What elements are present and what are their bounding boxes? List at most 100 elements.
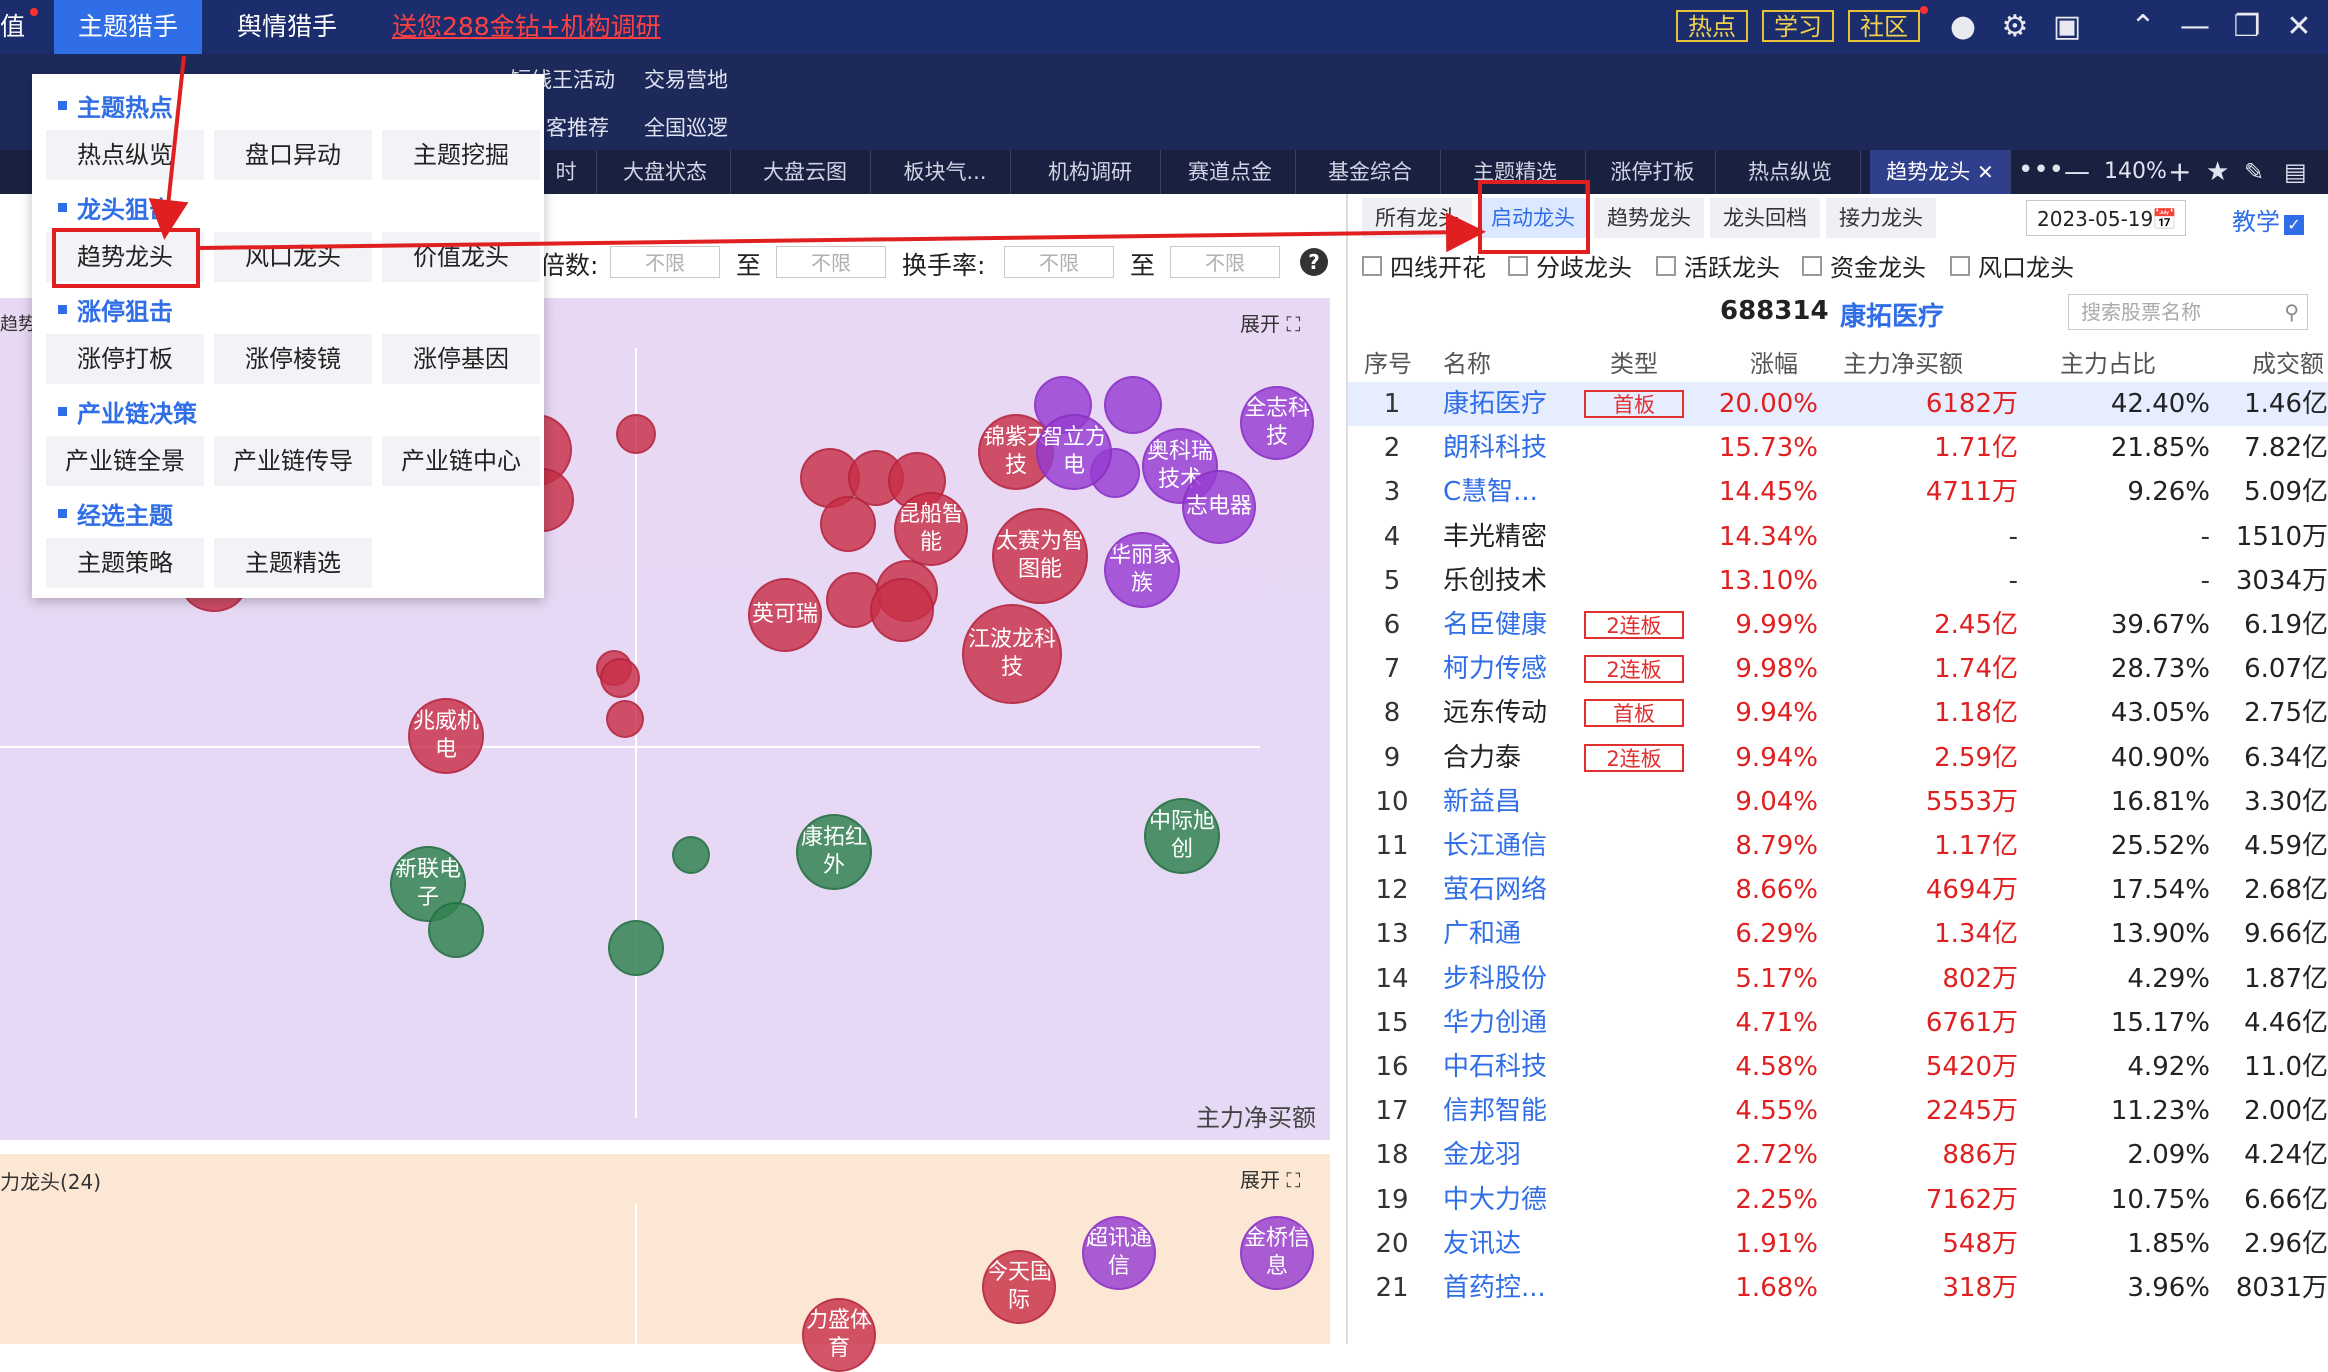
turnover-max-input[interactable]: 不限 xyxy=(1170,246,1280,278)
right-tab-relay[interactable]: 接力龙头 xyxy=(1826,198,1936,238)
edit-icon[interactable]: ✎ xyxy=(2244,158,2265,186)
table-row[interactable]: 9 合力泰 2连板 9.94% 2.59亿 40.90% 6.34亿 xyxy=(1348,736,2328,780)
page-tab-2[interactable]: 大盘云图 xyxy=(740,150,871,194)
table-row[interactable]: 13 广和通 6.29% 1.34亿 13.90% 9.66亿 xyxy=(1348,912,2328,956)
dropdown-item-hotspot[interactable]: 热点纵览 xyxy=(46,130,204,180)
header-seq[interactable]: 序号 xyxy=(1364,350,1412,378)
tab-partial[interactable]: 值 xyxy=(0,0,38,54)
bubble-label-4[interactable]: 昆船智能 xyxy=(894,492,968,566)
table-row[interactable]: 8 远东传动 首板 9.94% 1.18亿 43.05% 2.75亿 xyxy=(1348,691,2328,735)
table-row[interactable]: 17 信邦智能 4.55% 2245万 11.23% 2.00亿 xyxy=(1348,1089,2328,1133)
table-row[interactable]: 10 新益昌 9.04% 5553万 16.81% 3.30亿 xyxy=(1348,780,2328,824)
tab-sentiment-hunter[interactable]: 舆情猎手 xyxy=(236,12,337,41)
bubble[interactable] xyxy=(616,414,656,454)
zoom-in-icon[interactable]: + xyxy=(2168,155,2192,188)
bubble-label-5[interactable]: 太赛为智图能 xyxy=(992,508,1088,604)
bubble[interactable] xyxy=(672,836,710,874)
page-tab-4[interactable]: 机构调研 xyxy=(1020,150,1161,194)
dropdown-item-trend-leader[interactable]: 趋势龙头 xyxy=(46,232,204,282)
bubble2-label-2[interactable]: 今天国际 xyxy=(982,1250,1056,1324)
layout-icon[interactable]: ▤ xyxy=(2284,158,2307,186)
page-tab-10[interactable]: 趋势龙头 ✕ xyxy=(1870,150,2011,194)
menu-item-patrol[interactable]: 全国巡逻 xyxy=(644,116,728,140)
menu-item-recommend[interactable]: 客推荐 xyxy=(546,116,609,140)
gear-icon[interactable]: ⚙ xyxy=(2001,9,2029,44)
dropdown-item-limit-gene[interactable]: 涨停基因 xyxy=(382,334,540,384)
bubble-label-3[interactable]: 全志科技 xyxy=(1240,386,1314,460)
check-capital[interactable]: 资金龙头 xyxy=(1802,248,1926,283)
chart1-expand[interactable]: 展开 ⛶ xyxy=(1240,308,1300,337)
table-row[interactable]: 1 康拓医疗 首板 20.00% 6182万 42.40% 1.46亿 xyxy=(1348,382,2328,426)
bubble[interactable] xyxy=(428,902,484,958)
bubble[interactable] xyxy=(870,578,934,642)
table-row[interactable]: 15 华力创通 4.71% 6761万 15.17% 4.46亿 xyxy=(1348,1001,2328,1045)
zoom-out-icon[interactable]: — xyxy=(2064,157,2090,187)
dropdown-item-chain-center[interactable]: 产业链中心 xyxy=(382,436,540,486)
table-row[interactable]: 6 名臣健康 2连板 9.99% 2.45亿 39.67% 6.19亿 xyxy=(1348,603,2328,647)
table-row[interactable]: 2 朗科科技 15.73% 1.71亿 21.85% 7.82亿 xyxy=(1348,426,2328,470)
user-icon[interactable]: ● xyxy=(1949,9,1977,44)
bubble2-label-1[interactable]: 金桥信息 xyxy=(1240,1216,1314,1290)
help-icon[interactable]: ? xyxy=(1300,248,1328,276)
bubble2-label-0[interactable]: 超讯通信 xyxy=(1082,1216,1156,1290)
check-wind[interactable]: 风口龙头 xyxy=(1950,248,2074,283)
minimize-icon[interactable]: — xyxy=(2180,9,2210,44)
bubble[interactable] xyxy=(606,700,644,738)
table-row[interactable]: 12 萤石网络 8.66% 4694万 17.54% 2.68亿 xyxy=(1348,868,2328,912)
table-row[interactable]: 11 长江通信 8.79% 1.17亿 25.52% 4.59亿 xyxy=(1348,824,2328,868)
table-row[interactable]: 16 中石科技 4.58% 5420万 4.92% 11.0亿 xyxy=(1348,1045,2328,1089)
bubble-label-11[interactable]: 中际旭创 xyxy=(1144,798,1220,874)
bubble[interactable] xyxy=(820,496,876,552)
turnover-min-input[interactable]: 不限 xyxy=(1004,246,1114,278)
dropdown-item-limit-prism[interactable]: 涨停棱镜 xyxy=(214,334,372,384)
dropdown-item-theme-strategy[interactable]: 主题策略 xyxy=(46,538,204,588)
dropdown-item-limit-board[interactable]: 涨停打板 xyxy=(46,334,204,384)
header-change[interactable]: 涨幅 xyxy=(1750,350,1798,378)
date-picker[interactable]: 2023-05-19 📅 xyxy=(2026,200,2186,236)
dropdown-item-chain-panorama[interactable]: 产业链全景 xyxy=(46,436,204,486)
table-row[interactable]: 7 柯力传感 2连板 9.98% 1.74亿 28.73% 6.07亿 xyxy=(1348,647,2328,691)
bubble-label-10[interactable]: 康拓红外 xyxy=(796,814,872,890)
page-tab-3[interactable]: 板块气... xyxy=(880,150,1011,194)
bubble[interactable] xyxy=(1104,376,1162,434)
community-button[interactable]: 社区 xyxy=(1848,10,1920,42)
bubble[interactable] xyxy=(608,920,664,976)
bubble-label-8[interactable]: 江波龙科技 xyxy=(962,604,1062,704)
bubble-label-1[interactable]: 智立方电 xyxy=(1036,414,1112,490)
header-amount[interactable]: 成交额 xyxy=(2252,350,2324,378)
table-row[interactable]: 5 乐创技术 13.10% - -3034万 xyxy=(1348,559,2328,603)
page-tab-0[interactable]: 时 xyxy=(536,150,597,194)
check-active[interactable]: 活跃龙头 xyxy=(1656,248,1780,283)
menu-item-trade-camp[interactable]: 交易营地 xyxy=(644,68,728,92)
table-row[interactable]: 3 C慧智... 14.45% 4711万 9.26% 5.09亿 xyxy=(1348,470,2328,514)
study-button[interactable]: 学习 xyxy=(1762,10,1834,42)
search-icon[interactable]: ⚲ xyxy=(2284,300,2299,324)
header-name[interactable]: 名称 xyxy=(1443,350,1491,378)
check-divergence[interactable]: 分歧龙头 xyxy=(1508,248,1632,283)
header-ratio[interactable]: 主力占比 xyxy=(2060,350,2156,378)
teach-link[interactable]: 教学 ✓ xyxy=(2232,202,2304,237)
right-tab-trend[interactable]: 趋势龙头 xyxy=(1594,198,1704,238)
more-icon[interactable]: ••• xyxy=(2018,155,2065,185)
bubble-label-7[interactable]: 英可瑞 xyxy=(748,578,822,652)
page-tab-6[interactable]: 基金综合 xyxy=(1300,150,1441,194)
close-tab-icon[interactable]: ✕ xyxy=(1976,160,1994,184)
table-row[interactable]: 21 首药控... 1.68% 318万 3.96% 8031万 xyxy=(1348,1266,2328,1310)
bubble[interactable] xyxy=(600,658,640,698)
dropdown-item-chain-transmit[interactable]: 产业链传导 xyxy=(214,436,372,486)
hotspot-button[interactable]: 热点 xyxy=(1676,10,1748,42)
page-tab-1[interactable]: 大盘状态 xyxy=(600,150,731,194)
table-row[interactable]: 20 友讯达 1.91% 548万 1.85% 2.96亿 xyxy=(1348,1222,2328,1266)
dropdown-item-theme-select[interactable]: 主题精选 xyxy=(214,538,372,588)
right-tab-start[interactable]: 启动龙头 xyxy=(1478,198,1588,238)
table-row[interactable]: 14 步科股份 5.17% 802万 4.29% 1.87亿 xyxy=(1348,957,2328,1001)
chevron-up-icon[interactable]: ⌃ xyxy=(2130,9,2156,44)
close-icon[interactable]: ✕ xyxy=(2286,9,2312,44)
bubble-label-6[interactable]: 华丽家族 xyxy=(1104,532,1180,608)
star-icon[interactable]: ★ xyxy=(2206,157,2230,187)
bubble-label-13[interactable]: 志电器 xyxy=(1182,470,1256,544)
stock-search-input[interactable]: 搜索股票名称 ⚲ xyxy=(2068,294,2308,330)
multiple-min-input[interactable]: 不限 xyxy=(610,246,720,278)
page-tab-8[interactable]: 涨停打板 xyxy=(1590,150,1716,194)
table-row[interactable]: 19 中大力德 2.25% 7162万 10.75% 6.66亿 xyxy=(1348,1178,2328,1222)
